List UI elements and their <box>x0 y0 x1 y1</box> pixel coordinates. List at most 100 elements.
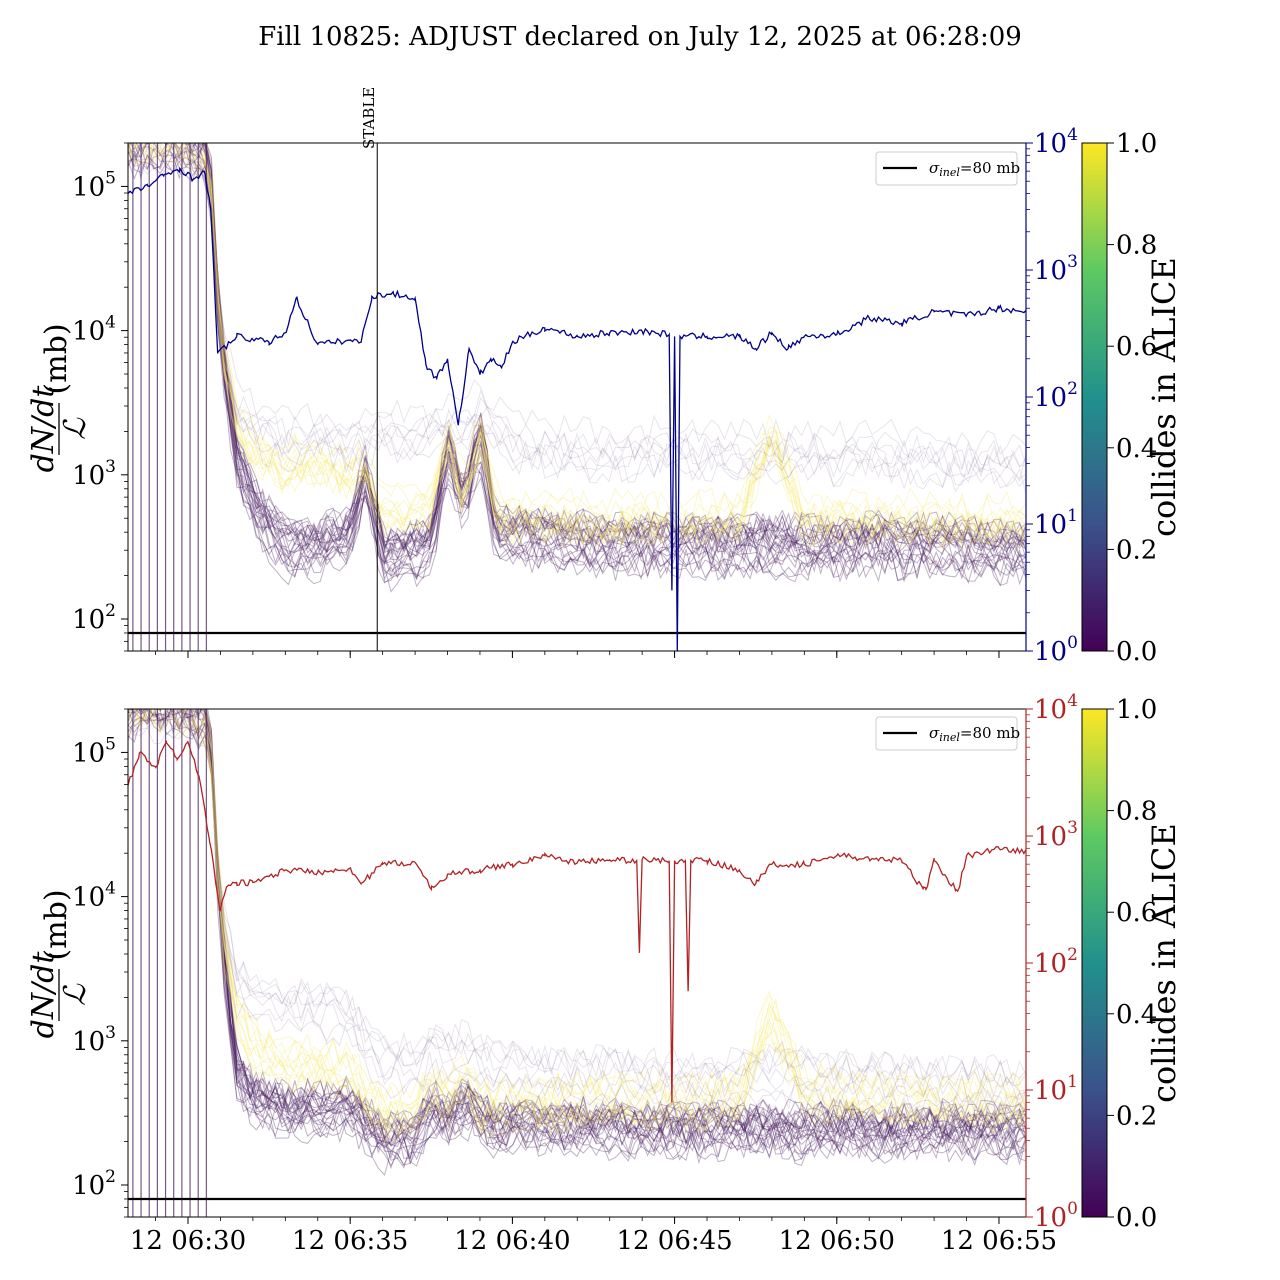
figure-title: Fill 10825: ADJUST declared on July 12, … <box>258 22 1022 52</box>
bunch-high-trace <box>128 710 1026 1144</box>
bunch-low-trace <box>203 709 1026 1132</box>
bunch-low-trace <box>128 143 1026 559</box>
right-tick-label: 103 <box>1034 252 1078 286</box>
bottom-legend-label: σinel=80 mb <box>929 724 1020 744</box>
colorbar-tick-label: 0.0 <box>1116 1203 1157 1233</box>
bunch-high-trace <box>204 709 1026 1111</box>
right-tick-label: 100 <box>1034 633 1078 667</box>
x-tick-label: 12 06:30 <box>130 1226 246 1256</box>
bunch-upper-trace <box>128 146 1026 485</box>
colorbar-tick-label: 0.4 <box>1116 1000 1157 1030</box>
top-ylabel-numerator: dN/dt <box>26 385 61 473</box>
bunch-low-trace <box>128 709 1026 1165</box>
bunch-upper-trace <box>204 709 1026 1087</box>
top-plot-series <box>128 143 1026 651</box>
left-tick-label: 104 <box>72 313 116 347</box>
top-colorbar-ticks: 0.0 0.2 0.4 0.6 0.8 1.0 <box>1107 129 1157 667</box>
left-tick-label: 103 <box>72 1023 116 1057</box>
bunch-low-trace <box>128 709 1026 1169</box>
bunch-low-trace <box>196 709 1026 1139</box>
bottom-colorbar-ticks: 0.0 0.2 0.4 0.6 0.8 1.0 <box>1107 695 1157 1233</box>
bottom-ylabel-unit: (mb) <box>39 889 74 960</box>
bunch-upper-trace <box>128 143 1026 471</box>
bunch-upper-trace <box>128 147 1026 494</box>
right-tick-label: 104 <box>1034 125 1078 159</box>
bunch-low-trace <box>128 709 1026 1159</box>
bunch-low-trace <box>128 146 1026 581</box>
colorbar-tick-label: 0.2 <box>1116 1101 1157 1131</box>
bunch-low-trace <box>192 143 1026 556</box>
colorbar-tick-label: 0.6 <box>1116 898 1157 928</box>
bunch-low-trace <box>152 143 1026 555</box>
right-tick-label: 102 <box>1034 379 1078 413</box>
bunch-low-trace <box>128 709 1026 1145</box>
x-tick-label: 12 06:35 <box>292 1226 408 1256</box>
bunch-low-trace <box>128 143 1026 560</box>
bunch-low-trace <box>128 709 1026 1150</box>
bunch-low-trace <box>134 709 1026 1142</box>
bunch-upper-trace <box>171 709 1026 1089</box>
top-legend-label: σinel=80 mb <box>929 159 1020 179</box>
bottom-colorbar: 0.0 0.2 0.4 0.6 0.8 1.0 collides in ALICE <box>1081 695 1183 1233</box>
colorbar-tick-label: 0.8 <box>1116 231 1157 261</box>
bunch-high-trace <box>128 714 1026 1144</box>
bunch-low-trace <box>128 709 1026 1147</box>
bunch-upper-trace <box>135 709 1026 1092</box>
bottom-colorbar-label: collides in ALICE <box>1145 823 1183 1103</box>
left-tick-label: 102 <box>72 1167 116 1201</box>
bunch-low-trace <box>158 709 1026 1145</box>
top-y-axis-label: dN/dt ℒ (mb) <box>26 323 93 472</box>
bunch-low-trace <box>144 143 1026 554</box>
bunch-high-trace <box>128 143 1026 551</box>
panel-top: STABLE 102 103 104 105 100 101 102 103 104 σinel=… <box>26 87 1183 667</box>
top-legend-box <box>875 151 1018 186</box>
right-tick-label: 100 <box>1034 1199 1078 1233</box>
bunch-low-trace <box>128 143 1026 578</box>
bunch-high-trace <box>128 143 1026 539</box>
bunch-low-trace <box>128 143 1026 578</box>
bunch-low-trace <box>206 143 1026 550</box>
bottom-y-axis-label: dN/dt ℒ (mb) <box>26 889 93 1038</box>
colorbar-tick-label: 0.0 <box>1116 637 1157 667</box>
left-tick-label: 104 <box>72 879 116 913</box>
left-tick-label: 105 <box>72 734 116 768</box>
bunch-high-trace <box>128 709 1026 1138</box>
right-tick-label: 102 <box>1034 945 1078 979</box>
bunch-high-trace <box>130 143 1026 545</box>
bunch-low-trace <box>128 709 1026 1166</box>
bunch-high-trace <box>128 143 1026 547</box>
bottom-ylabel-numerator: dN/dt <box>26 951 61 1039</box>
bunch-high-trace <box>206 143 1026 521</box>
bunch-upper-trace <box>128 714 1026 1118</box>
bunch-low-trace <box>135 143 1026 565</box>
bunch-upper-trace <box>142 709 1026 1103</box>
x-tick-label: 12 06:40 <box>454 1226 570 1256</box>
left-tick-label: 105 <box>72 168 116 202</box>
top-legend: σinel=80 mb <box>875 151 1020 186</box>
bunch-low-trace <box>146 709 1026 1146</box>
bunch-high-trace <box>146 709 1026 1118</box>
left-tick-label: 102 <box>72 601 116 635</box>
bunch-low-trace <box>201 143 1026 553</box>
bunch-high-trace <box>200 143 1026 524</box>
x-tick-label: 12 06:55 <box>941 1226 1057 1256</box>
bottom-plot-series <box>128 709 1026 1217</box>
bunch-low-trace <box>128 709 1026 1160</box>
bunch-low-trace <box>128 711 1026 1170</box>
bunch-low-trace <box>128 147 1026 588</box>
colorbar-tick-label: 0.6 <box>1116 332 1157 362</box>
right-tick-label: 101 <box>1034 506 1078 540</box>
stable-marker-label: STABLE <box>360 87 378 149</box>
bunch-high-trace <box>132 143 1026 539</box>
top-ylabel-denominator: ℒ <box>58 417 93 440</box>
bunch-low-trace <box>198 709 1026 1130</box>
bunch-high-trace <box>131 709 1026 1113</box>
bunch-low-trace <box>128 143 1026 581</box>
bunch-upper-trace <box>128 150 1026 490</box>
bunch-low-trace <box>128 709 1026 1148</box>
colorbar-tick-label: 0.8 <box>1116 797 1157 827</box>
bunch-upper-trace <box>129 143 1026 482</box>
bunch-low-trace <box>128 149 1026 593</box>
x-tick-label: 12 06:50 <box>779 1226 895 1256</box>
bunch-low-trace <box>172 709 1026 1137</box>
